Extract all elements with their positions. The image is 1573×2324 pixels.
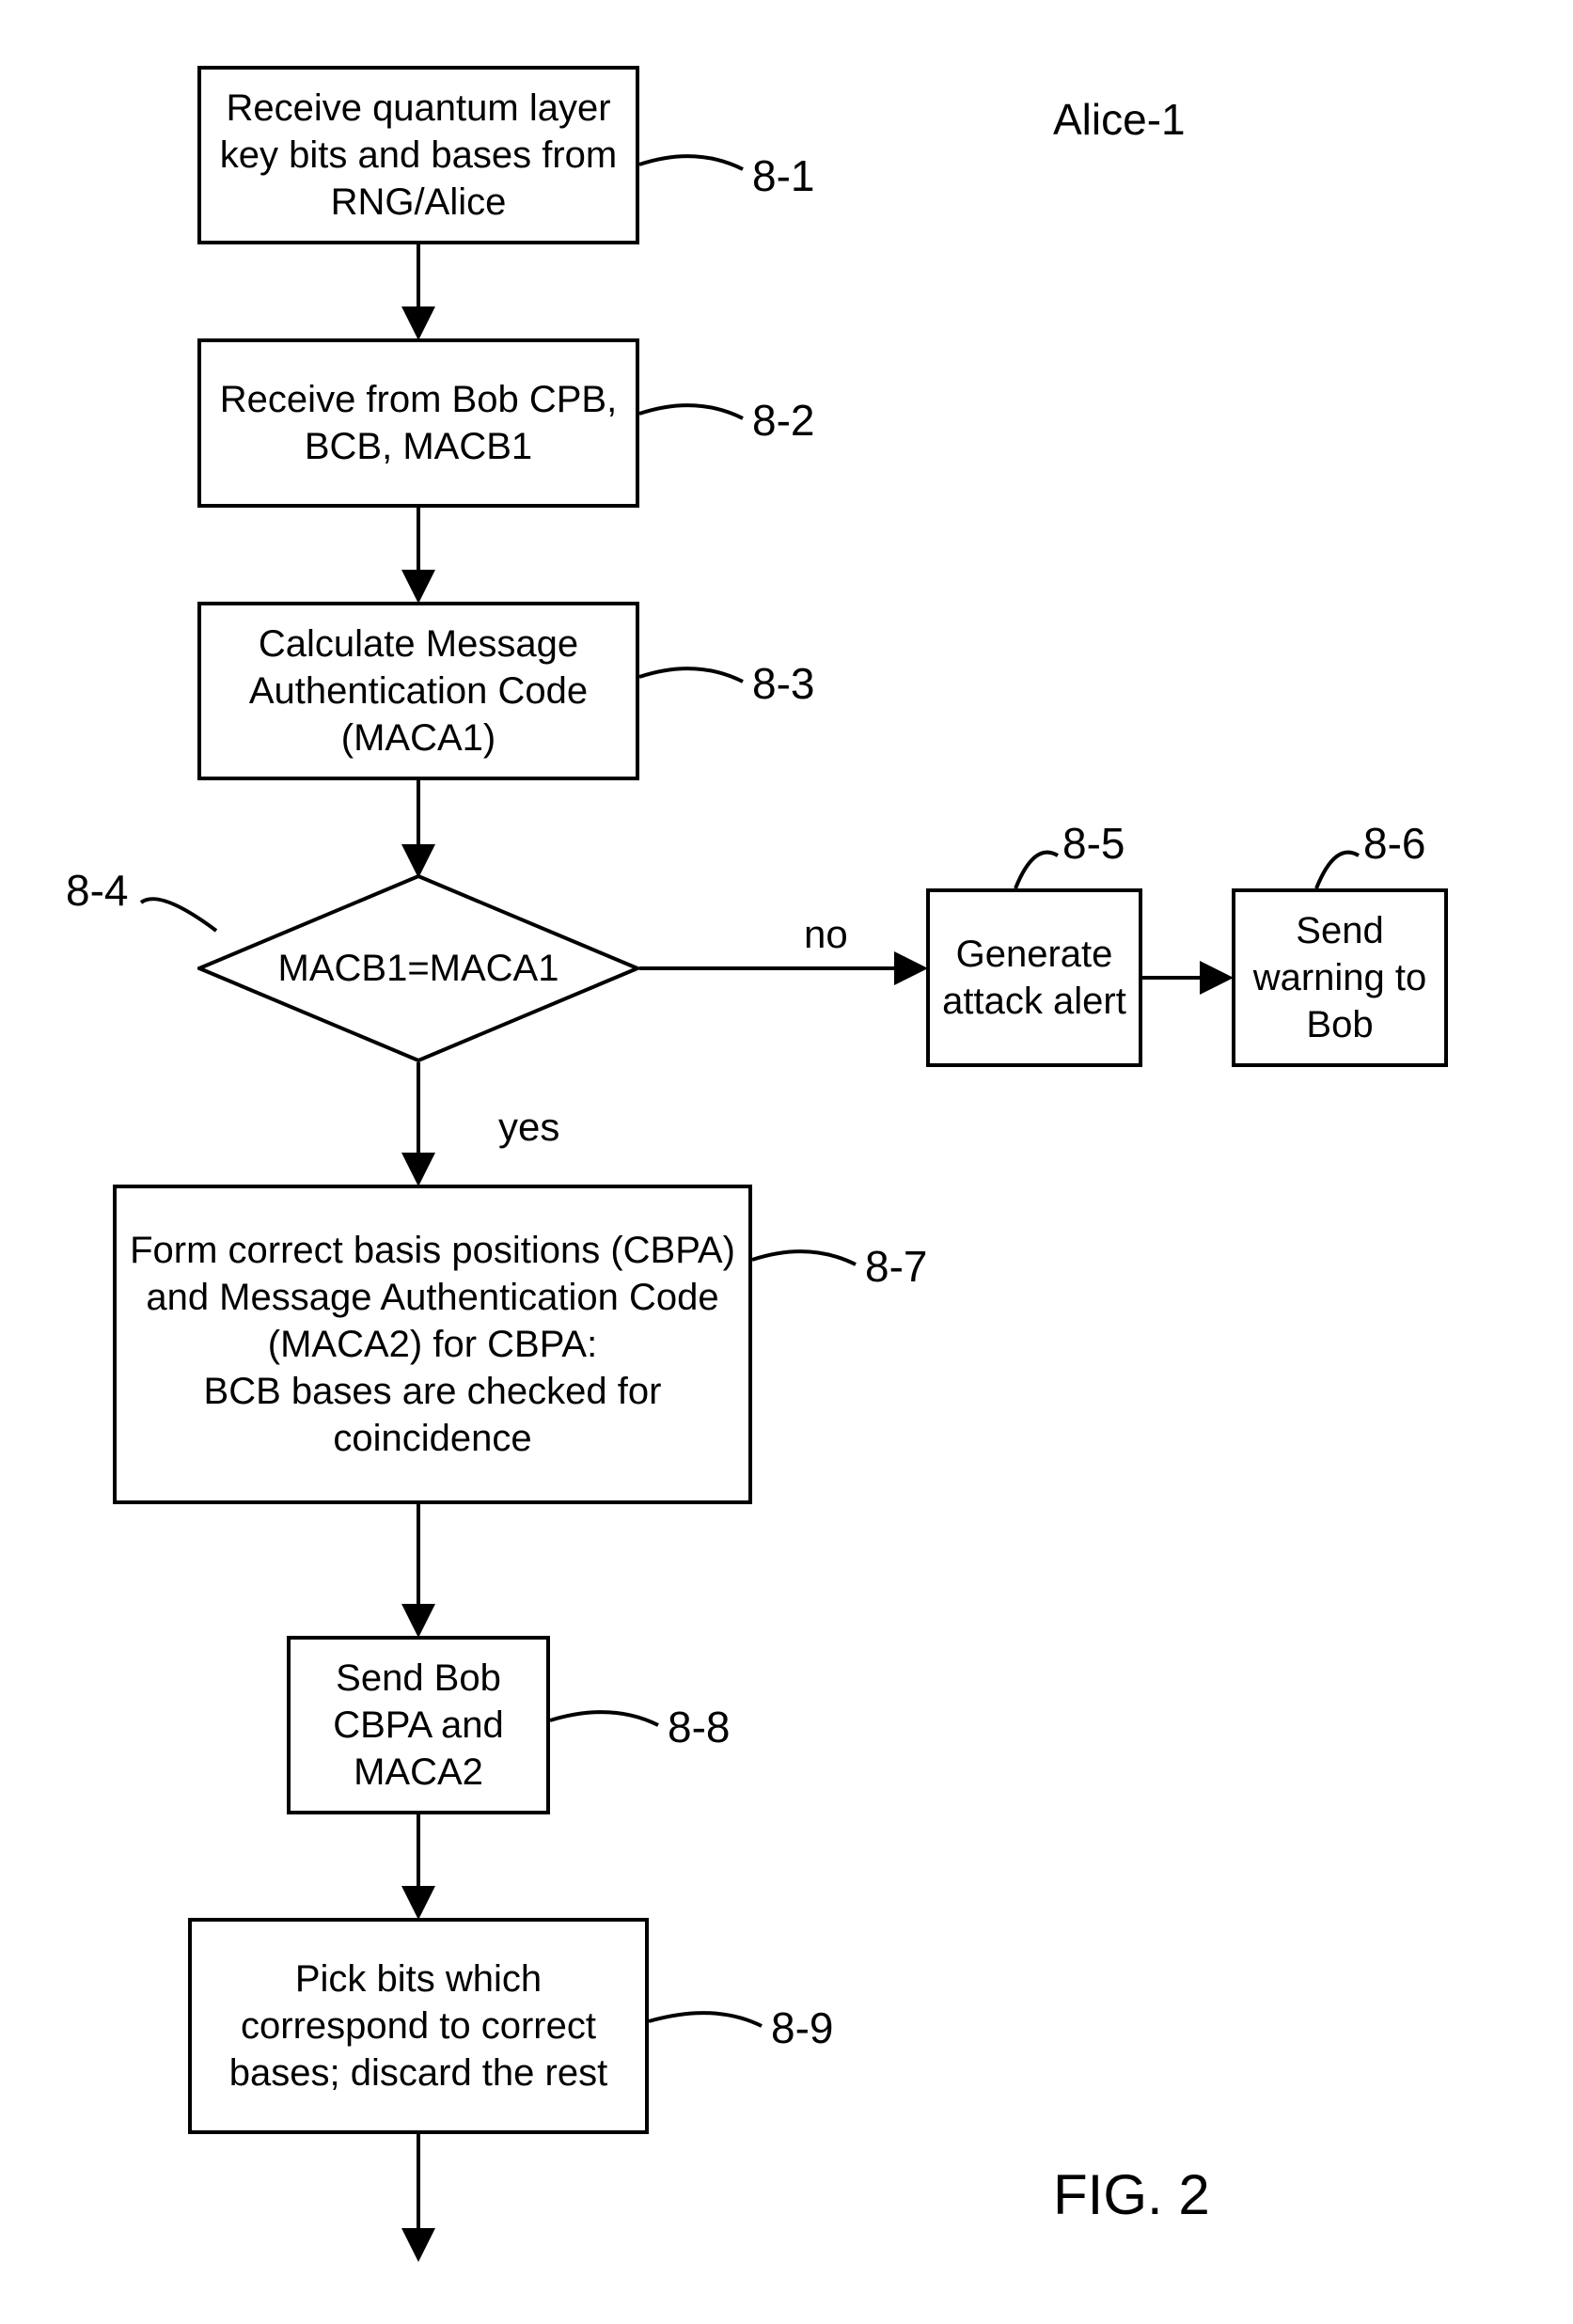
node-pick-bits: Pick bits which correspond to correct ba… — [188, 1918, 649, 2134]
node-receive-quantum: Receive quantum layer key bits and bases… — [197, 66, 639, 244]
node-text: Pick bits which correspond to correct ba… — [203, 1955, 634, 2096]
node-text: Receive quantum layer key bits and bases… — [212, 85, 624, 226]
callout-8-2: 8-2 — [752, 395, 814, 446]
diagram-title: Alice-1 — [1053, 94, 1186, 145]
node-receive-bob: Receive from Bob CPB, BCB, MACB1 — [197, 338, 639, 508]
callout-8-7: 8-7 — [865, 1241, 927, 1292]
callout-8-5: 8-5 — [1062, 818, 1125, 869]
node-generate-alert: Generate attack alert — [926, 888, 1142, 1067]
callout-8-1: 8-1 — [752, 150, 814, 201]
edge-label-yes: yes — [498, 1105, 559, 1150]
node-send-warning: Send warning to Bob — [1232, 888, 1448, 1067]
node-text: Calculate Message Authentication Code (M… — [212, 620, 624, 762]
node-text: Send warning to Bob — [1247, 907, 1433, 1048]
edge-label-no: no — [804, 912, 848, 957]
callout-8-6: 8-6 — [1363, 818, 1425, 869]
node-text: Generate attack alert — [941, 931, 1127, 1025]
callout-8-3: 8-3 — [752, 658, 814, 709]
callout-8-8: 8-8 — [668, 1702, 730, 1752]
node-text: Send Bob CBPA and MACA2 — [302, 1655, 535, 1796]
figure-caption: FIG. 2 — [1053, 2162, 1210, 2227]
callout-8-4: 8-4 — [66, 865, 128, 916]
node-text: Receive from Bob CPB, BCB, MACB1 — [212, 376, 624, 470]
node-send-bob-cbpa: Send Bob CBPA and MACA2 — [287, 1636, 550, 1814]
decision-text: MACB1=MACA1 — [197, 874, 639, 1062]
decision-mac-compare: MACB1=MACA1 — [197, 874, 639, 1062]
node-form-cbpa: Form correct basis positions (CBPA) and … — [113, 1185, 752, 1504]
callout-8-9: 8-9 — [771, 2002, 833, 2053]
node-calc-mac: Calculate Message Authentication Code (M… — [197, 602, 639, 780]
node-text: Form correct basis positions (CBPA) and … — [128, 1227, 737, 1462]
